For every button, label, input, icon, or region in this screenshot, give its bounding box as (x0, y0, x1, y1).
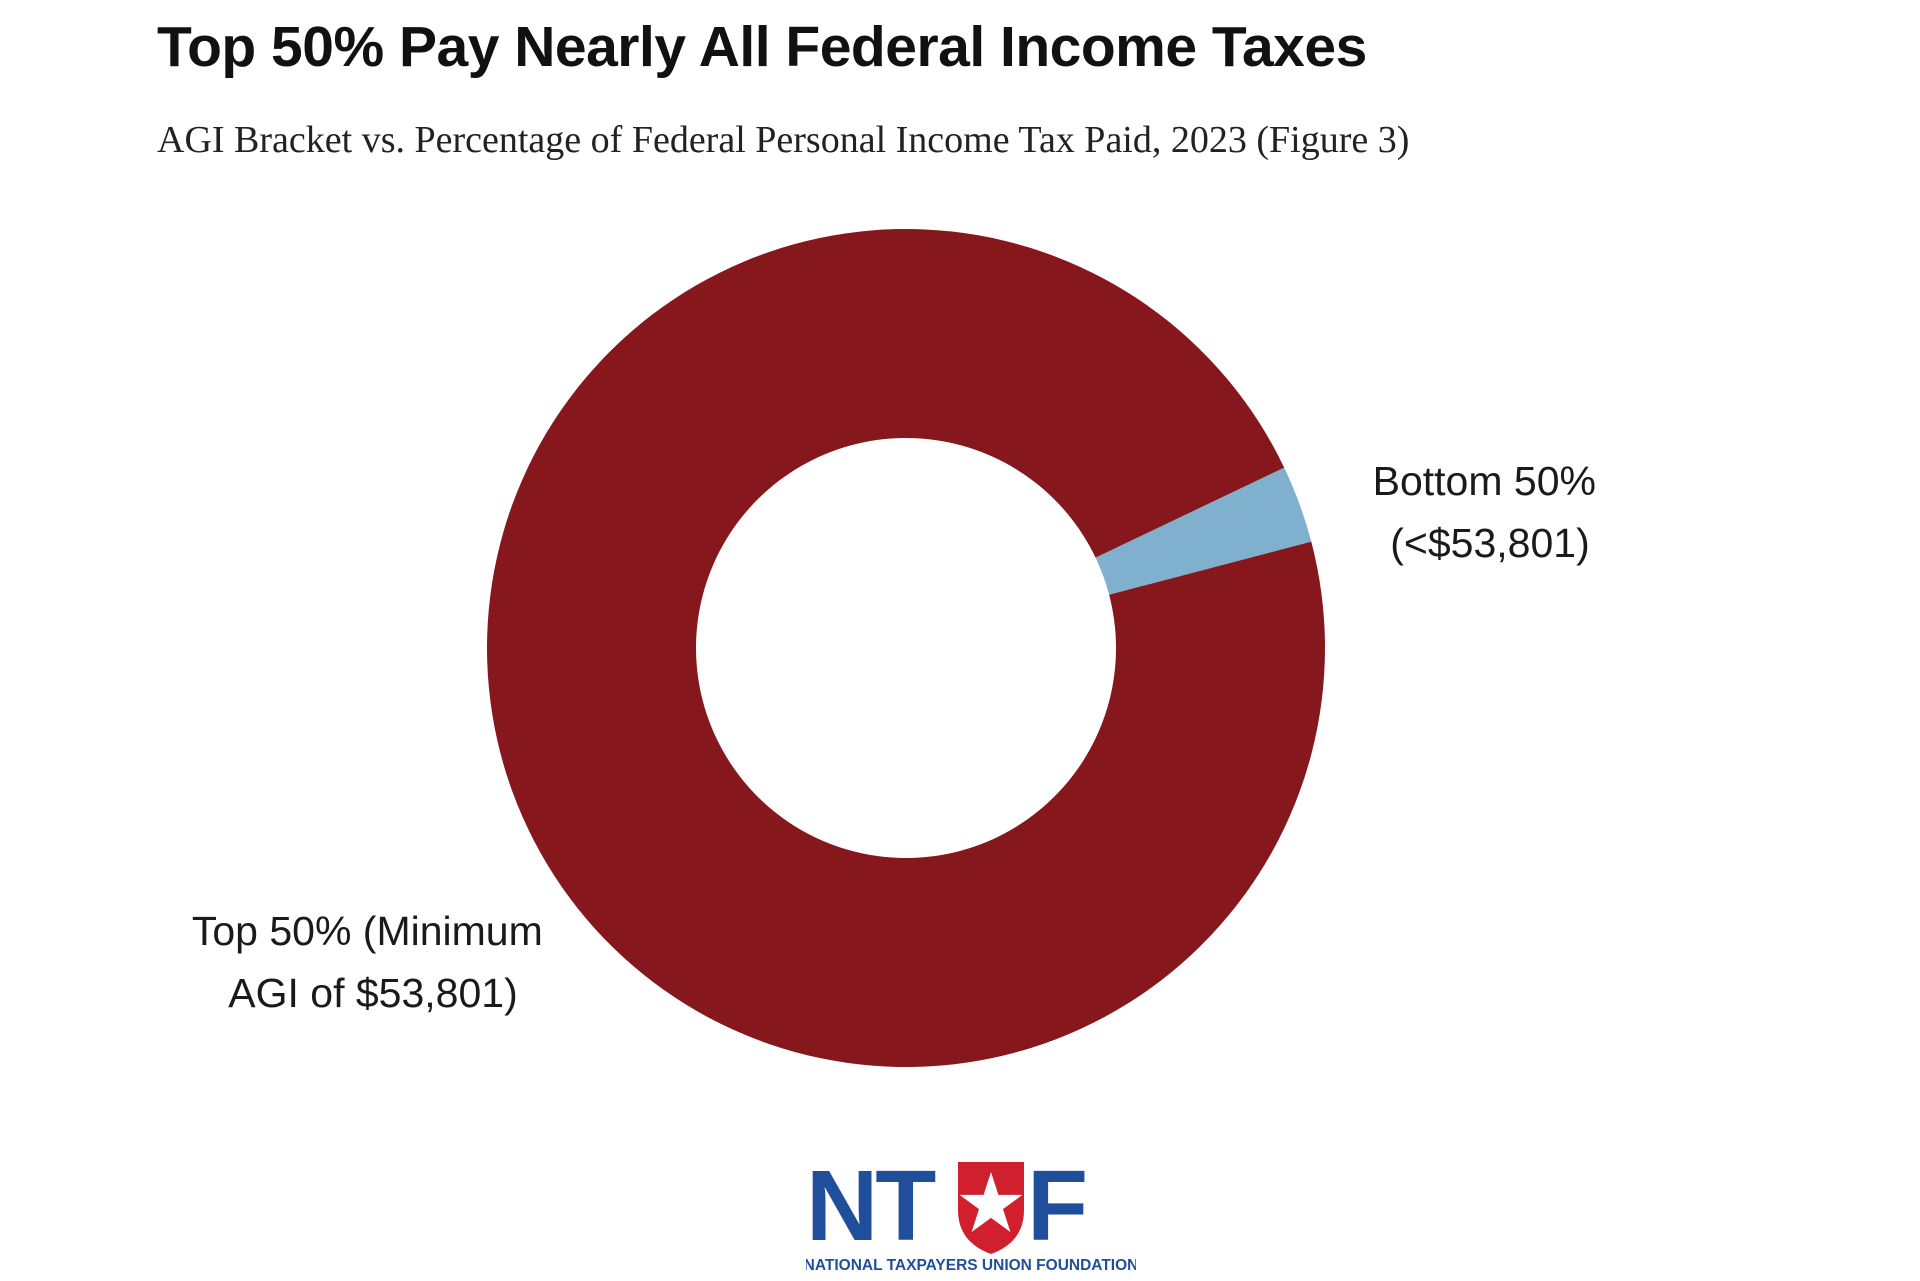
slice-label-bottom-50: Bottom 50% (<$53,801) (1373, 458, 1608, 566)
donut-slice-top-50 (487, 229, 1325, 1068)
ntuf-logo: NT U F NATIONAL TAXPAYERS UNION FOUNDATI… (806, 1158, 1136, 1274)
ntuf-logo-letters: NT U F (806, 1158, 1088, 1262)
slice-label-bottom-50-line-1: Bottom 50% (1373, 458, 1596, 504)
logo-letters-nt: NT (806, 1158, 936, 1262)
donut-slice-bottom-50 (1095, 467, 1312, 595)
slice-label-bottom-50-line-2: (<$53,801) (1390, 520, 1589, 566)
logo-letter-f: F (1027, 1158, 1088, 1262)
donut-slices (487, 229, 1325, 1068)
chart-subtitle: AGI Bracket vs. Percentage of Federal Pe… (157, 119, 1410, 161)
logo-letter-t: T (875, 1158, 936, 1262)
logo-letter-n: N (806, 1158, 875, 1262)
slice-label-top-50-line-2: AGI of $53,801) (228, 970, 517, 1016)
logo-tagline: NATIONAL TAXPAYERS UNION FOUNDATION (806, 1257, 1136, 1274)
slice-label-top-50-line-1: Top 50% (Minimum (192, 908, 543, 954)
slice-label-top-50: Top 50% (Minimum AGI of $53,801) (192, 908, 554, 1016)
chart-title: Top 50% Pay Nearly All Federal Income Ta… (157, 15, 1367, 79)
logo-star-icon (959, 1172, 1023, 1232)
